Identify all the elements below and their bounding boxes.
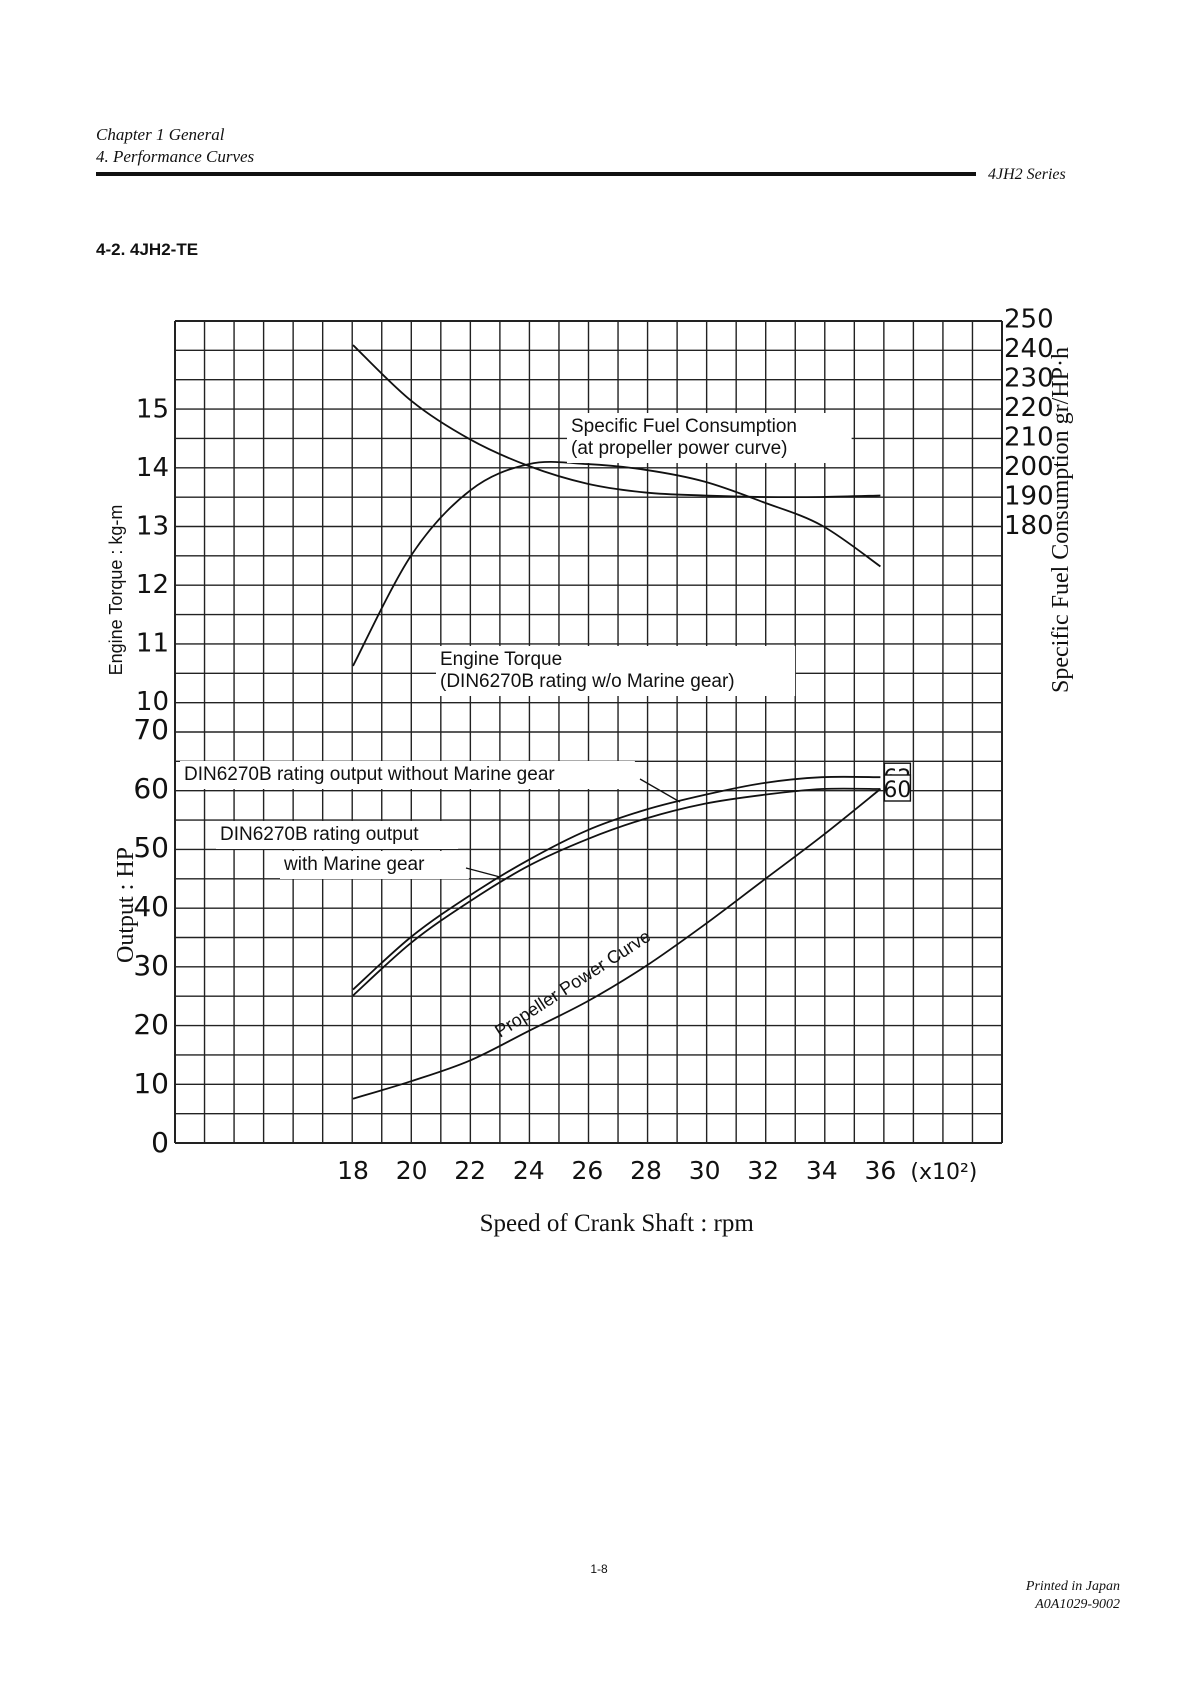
fuel-tick-label: 220 (1004, 393, 1054, 423)
x-unit-label: (x10²) (910, 1160, 977, 1185)
torque-tick-label: 15 (136, 395, 169, 425)
torque-axis-title: Engine Torque : kg-m (106, 505, 126, 676)
output-tick-label: 20 (133, 1008, 169, 1041)
x-axis-title: Speed of Crank Shaft : rpm (480, 1210, 755, 1237)
x-tick-label: 32 (747, 1156, 779, 1185)
x-tick-label: 18 (337, 1156, 369, 1185)
end-value-box (883, 774, 912, 802)
x-tick-label: 20 (396, 1156, 428, 1185)
output-tick-label: 40 (133, 890, 169, 923)
x-tick-label: 28 (630, 1156, 662, 1185)
engine-torque-line (352, 460, 881, 667)
torque-tick-label: 10 (136, 687, 169, 717)
output-without-gear-label-bg (180, 761, 635, 789)
output-tick-label: 0 (151, 1126, 169, 1159)
x-tick-label: 30 (689, 1156, 721, 1185)
torque-curve-label-bg (436, 646, 796, 696)
torque-curve-label: Engine Torque (440, 649, 562, 670)
fuel-consumption-line (352, 344, 881, 499)
x-tick-label: 26 (571, 1156, 603, 1185)
header-section: 4. Performance Curves (96, 147, 255, 166)
propeller-curve-label: Propeller Power Curve (491, 926, 654, 1041)
output-without-gear-line (352, 775, 881, 991)
leader-line-with-gear (465, 867, 501, 878)
x-tick-label: 22 (454, 1156, 486, 1185)
output-tick-label: 50 (133, 831, 169, 864)
page-number: 1-8 (590, 1562, 608, 1576)
x-tick-label: 34 (806, 1156, 838, 1185)
fuel-curve-label: (at propeller power curve) (571, 438, 787, 459)
header-chapter: Chapter 1 General (96, 125, 225, 144)
fuel-tick-label: 190 (1004, 482, 1054, 512)
header-chapter-block: Chapter 1 General 4. Performance Curves (96, 124, 254, 168)
fuel-tick-label: 210 (1004, 423, 1054, 453)
fuel-curve-label-bg (567, 413, 852, 463)
fuel-curve-label: Specific Fuel Consumption (571, 416, 797, 437)
end-value-label: 60 (883, 778, 911, 803)
output-with-gear-label: DIN6270B rating output (220, 824, 419, 845)
header-rule (96, 172, 976, 176)
x-tick-label: 24 (513, 1156, 545, 1185)
output-tick-label: 30 (133, 949, 169, 982)
output-without-gear-label: DIN6270B rating output without Marine ge… (184, 764, 555, 785)
output-with-gear-label-bg (216, 821, 459, 849)
header-series: 4JH2 Series (988, 166, 1066, 183)
fuel-axis-title: Specific Fuel Consumption gr/HP·h (1048, 347, 1074, 693)
fuel-tick-label: 240 (1004, 334, 1054, 364)
x-tick-label: 36 (864, 1156, 896, 1185)
torque-curve-label: (DIN6270B rating w/o Marine gear) (440, 671, 735, 692)
fuel-tick-label: 200 (1004, 452, 1054, 482)
performance-chart: 0102030405060701011121314151801902002102… (106, 305, 1074, 1238)
section-title: 4-2. 4JH2-TE (96, 240, 199, 259)
output-with-gear-label-2-bg (280, 851, 469, 879)
output-tick-label: 70 (133, 713, 169, 746)
footer-print-info: Printed in Japan A0A1029-9002 (1026, 1578, 1120, 1614)
leader-line-without-gear (639, 778, 681, 803)
torque-tick-label: 12 (136, 570, 169, 600)
output-with-gear-line (352, 787, 881, 997)
torque-tick-label: 14 (136, 453, 169, 483)
output-tick-label: 10 (133, 1067, 169, 1100)
fuel-tick-label: 250 (1004, 305, 1054, 335)
torque-tick-label: 13 (136, 512, 169, 542)
footer-code: A0A1029-9002 (1035, 1597, 1120, 1612)
fuel-tick-label: 180 (1004, 511, 1054, 541)
footer-printed: Printed in Japan (1025, 1579, 1120, 1594)
fuel-tick-label: 230 (1004, 364, 1054, 394)
output-axis-title: Output : HP (113, 847, 139, 963)
torque-tick-label: 11 (136, 629, 169, 659)
propeller-power-line (352, 788, 881, 1100)
output-with-gear-label-2: with Marine gear (283, 854, 425, 875)
output-tick-label: 60 (133, 772, 169, 805)
